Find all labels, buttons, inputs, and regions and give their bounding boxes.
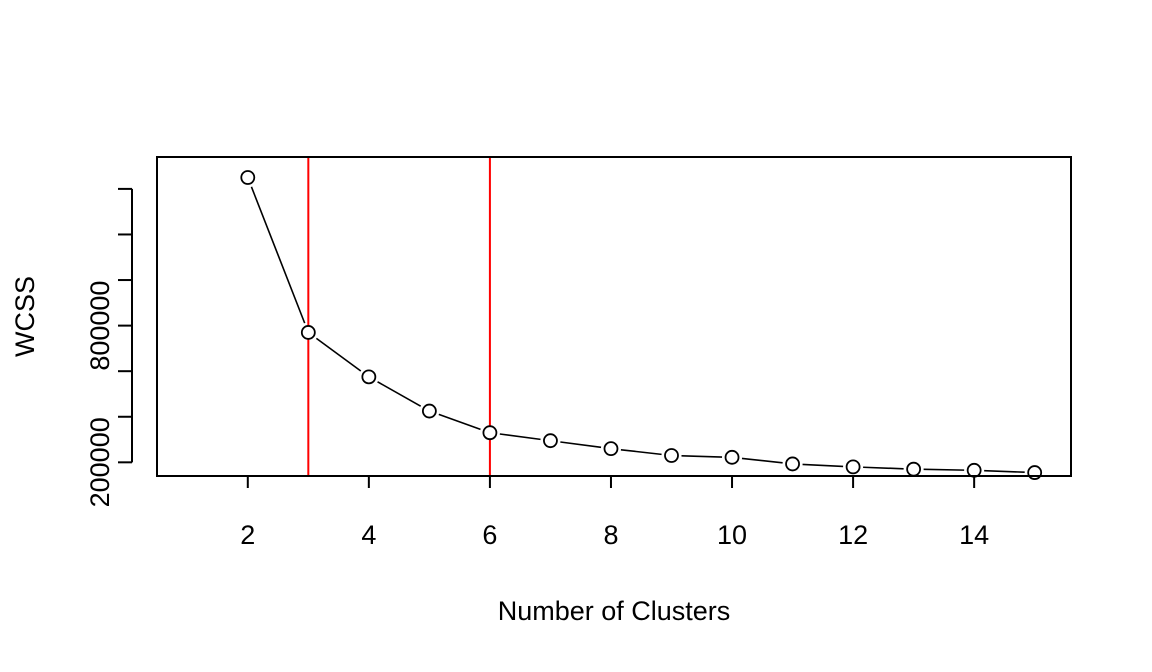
plot-frame: [156, 156, 1072, 477]
series-segment: [560, 441, 602, 449]
series-segment: [315, 337, 362, 372]
series-segment: [681, 454, 723, 458]
y-tick-label: 200000: [85, 417, 115, 507]
y-tick-label: 800000: [85, 281, 115, 371]
x-tick-label: 14: [959, 520, 989, 550]
data-point: [845, 459, 861, 475]
x-tick-label: 6: [482, 520, 497, 550]
data-point: [906, 461, 922, 477]
series-segment: [984, 469, 1025, 474]
series-segment: [802, 463, 844, 468]
x-tick-label: 10: [717, 520, 747, 550]
x-tick-label: 12: [838, 520, 868, 550]
x-tick-label: 8: [603, 520, 618, 550]
data-point: [1027, 465, 1043, 480]
data-point: [724, 449, 740, 465]
x-axis: 2 4 6 8 10 12 14: [240, 475, 989, 550]
data-point: [543, 433, 558, 449]
data-point: [785, 456, 800, 472]
reference-lines: [307, 157, 491, 476]
data-point: [966, 462, 982, 478]
data-point: [482, 425, 498, 441]
y-axis: 200000 800000: [85, 187, 133, 507]
data-point: [664, 448, 679, 463]
x-tick-label: 4: [361, 520, 376, 550]
data-point: [361, 369, 377, 385]
series-segment: [377, 381, 422, 407]
series-segment: [741, 457, 783, 464]
series-segment: [863, 466, 904, 470]
data-point: [240, 170, 256, 185]
series-segment: [620, 448, 662, 456]
x-axis-title: Number of Clusters: [498, 596, 731, 626]
data-point: [421, 403, 437, 419]
series-group: [240, 170, 1043, 480]
data-point: [300, 325, 316, 340]
data-point: [603, 441, 619, 457]
series-segment: [250, 186, 306, 324]
x-tick-label: 2: [240, 520, 255, 550]
series-segment: [499, 433, 541, 441]
series-segment: [923, 468, 965, 471]
y-axis-title: WCSS: [10, 276, 40, 357]
series-segment: [438, 413, 481, 431]
